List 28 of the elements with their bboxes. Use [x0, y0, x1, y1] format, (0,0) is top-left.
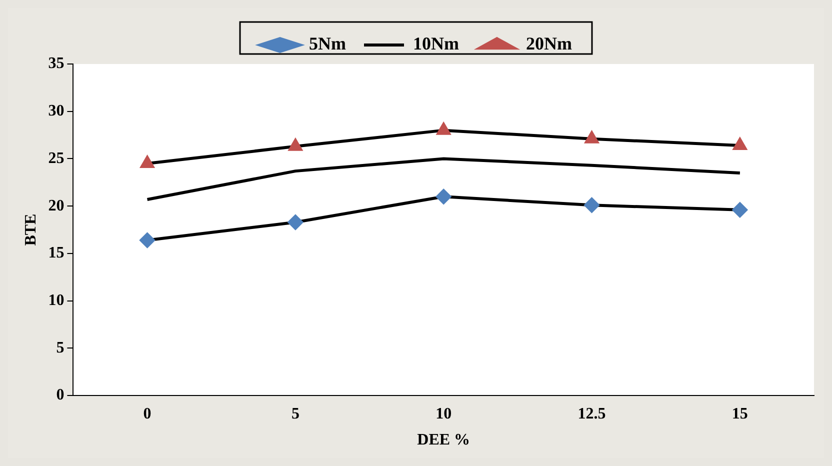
y-tick-label: 30 [48, 102, 64, 120]
x-axis-title: DEE % [417, 432, 470, 449]
x-tick-label: 15 [732, 405, 748, 422]
point [140, 156, 154, 168]
point [288, 214, 303, 230]
point [140, 232, 155, 248]
y-tick-label: 20 [48, 197, 64, 214]
x-tick-label: 10 [436, 405, 452, 422]
y-tick-label: 25 [48, 150, 64, 167]
y-tick-label: 10 [48, 292, 64, 309]
y-tick-label: 0 [56, 386, 64, 404]
legend-label: 5Nm [309, 34, 346, 54]
x-tick-label: 5 [291, 405, 300, 422]
point [288, 138, 302, 151]
point [436, 122, 450, 135]
legend-label: 20Nm [526, 34, 572, 54]
point [733, 138, 747, 150]
point [732, 202, 748, 218]
x-tick-label: 0 [143, 405, 152, 422]
point [436, 189, 452, 204]
y-tick-label: 5 [56, 339, 64, 356]
point [584, 198, 600, 213]
y-tick-label: 15 [48, 244, 64, 262]
legend-label: 10Nm [413, 34, 460, 54]
x-tick-label: 12.5 [578, 405, 606, 422]
y-tick-label: 35 [48, 55, 64, 72]
point [585, 131, 598, 144]
y-axis-title: BTE [22, 214, 40, 246]
